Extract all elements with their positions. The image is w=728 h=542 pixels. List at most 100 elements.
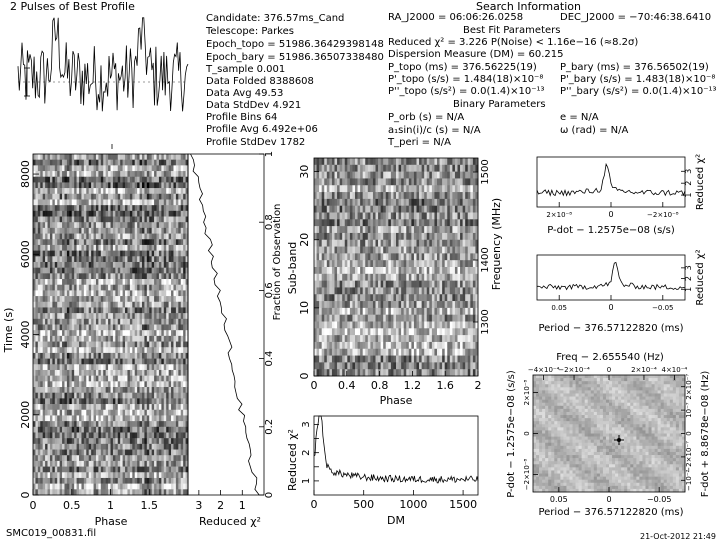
subband-cell bbox=[447, 239, 451, 247]
time-phase-cell bbox=[35, 205, 39, 212]
time-phase-cell bbox=[129, 284, 133, 291]
time-phase-cell bbox=[71, 250, 75, 257]
time-phase-cell bbox=[175, 301, 179, 308]
subband-cell bbox=[375, 164, 379, 172]
time-phase-cell bbox=[110, 426, 114, 433]
time-phase-cell bbox=[125, 205, 128, 212]
time-phase-cell bbox=[95, 176, 99, 183]
time-phase-cell bbox=[173, 307, 177, 314]
time-phase-cell bbox=[163, 381, 167, 388]
time-phase-cell bbox=[88, 449, 92, 456]
time-phase-cell bbox=[108, 330, 111, 337]
time-phase-cell bbox=[180, 154, 184, 160]
time-phase-cell bbox=[42, 335, 46, 342]
time-phase-cell bbox=[141, 335, 145, 342]
time-phase-cell bbox=[112, 460, 116, 467]
time-phase-cell bbox=[45, 472, 48, 479]
time-phase-cell bbox=[100, 387, 104, 393]
time-phase-cell bbox=[139, 159, 143, 166]
subband-cell bbox=[390, 260, 394, 268]
time-phase-cell bbox=[103, 404, 106, 411]
subband-cell bbox=[357, 205, 361, 213]
subband-cell bbox=[314, 164, 317, 172]
subband-cell bbox=[316, 198, 320, 206]
time-phase-cell bbox=[47, 307, 51, 314]
time-phase-cell bbox=[45, 432, 48, 439]
time-phase-cell bbox=[64, 404, 68, 411]
time-phase-cell bbox=[88, 210, 92, 217]
time-phase-cell bbox=[40, 279, 43, 286]
time-phase-cell bbox=[183, 318, 186, 325]
time-phase-cell bbox=[76, 352, 80, 359]
time-phase-cell bbox=[57, 352, 60, 359]
time-phase-cell bbox=[166, 460, 169, 467]
time-phase-cell bbox=[95, 239, 99, 246]
time-phase-cell bbox=[122, 193, 126, 200]
time-phase-cell bbox=[175, 330, 179, 337]
time-phase-cell bbox=[91, 301, 94, 308]
time-phase-cell bbox=[79, 375, 82, 382]
time-phase-cell bbox=[108, 216, 111, 223]
time-phase-cell bbox=[88, 404, 92, 411]
time-phase-cell bbox=[144, 404, 148, 411]
subband-cell bbox=[454, 253, 458, 261]
time-phase-cell bbox=[156, 176, 160, 183]
subband-cell bbox=[424, 192, 428, 200]
time-phase-cell bbox=[74, 256, 77, 263]
time-phase-cell bbox=[54, 347, 58, 354]
time-phase-cell bbox=[105, 404, 109, 411]
time-phase-cell bbox=[91, 279, 94, 286]
time-phase-cell bbox=[110, 188, 114, 195]
subband-cell bbox=[452, 171, 456, 179]
time-phase-cell bbox=[183, 335, 186, 342]
time-phase-cell bbox=[171, 216, 174, 223]
time-phase-cell bbox=[137, 443, 140, 450]
time-phase-cell bbox=[161, 307, 165, 314]
time-phase-cell bbox=[132, 210, 136, 217]
subband-cell bbox=[339, 158, 343, 166]
time-phase-cell bbox=[76, 210, 80, 217]
time-phase-cell bbox=[180, 284, 184, 291]
time-phase-cell bbox=[42, 154, 46, 160]
time-phase-xtick-label: 0 bbox=[30, 499, 37, 512]
time-phase-cell bbox=[66, 182, 70, 189]
subband-cell bbox=[344, 239, 348, 247]
time-phase-cell bbox=[105, 290, 109, 297]
time-phase-cell bbox=[79, 341, 82, 348]
time-phase-cell bbox=[40, 324, 43, 331]
time-phase-cell bbox=[134, 199, 138, 206]
subband-cell bbox=[408, 232, 412, 241]
time-phase-cell bbox=[146, 176, 150, 183]
subband-cell bbox=[388, 267, 392, 275]
time-phase-cell bbox=[71, 222, 75, 229]
time-phase-cell bbox=[62, 193, 65, 200]
time-phase-cell bbox=[137, 222, 140, 229]
time-phase-cell bbox=[91, 477, 94, 484]
time-phase-cell bbox=[154, 210, 157, 217]
time-phase-cell bbox=[156, 171, 160, 178]
time-phase-cell bbox=[112, 466, 116, 473]
time-phase-cell bbox=[52, 409, 56, 416]
subband-cell bbox=[413, 171, 417, 179]
time-phase-cell bbox=[117, 472, 121, 479]
subband-cell bbox=[449, 164, 453, 172]
time-phase-cell bbox=[88, 330, 92, 337]
time-phase-cell bbox=[171, 375, 174, 382]
time-phase-cell bbox=[103, 227, 106, 234]
time-phase-cell bbox=[132, 477, 136, 484]
subband-cell bbox=[398, 205, 402, 213]
time-phase-cell bbox=[132, 381, 136, 388]
time-phase-cell bbox=[146, 165, 150, 172]
subband-cell bbox=[372, 198, 376, 206]
time-phase-cell bbox=[59, 347, 63, 354]
subband-cell bbox=[314, 219, 317, 227]
subband-cell bbox=[360, 158, 363, 166]
time-phase-cell bbox=[117, 171, 121, 178]
subband-cell bbox=[393, 232, 397, 241]
time-phase-cell bbox=[125, 398, 128, 405]
time-phase-cell bbox=[52, 296, 56, 303]
time-phase-cell bbox=[95, 409, 99, 416]
time-phase-cell bbox=[146, 199, 150, 206]
time-phase-cell bbox=[81, 176, 85, 183]
time-phase-cell bbox=[91, 404, 94, 411]
